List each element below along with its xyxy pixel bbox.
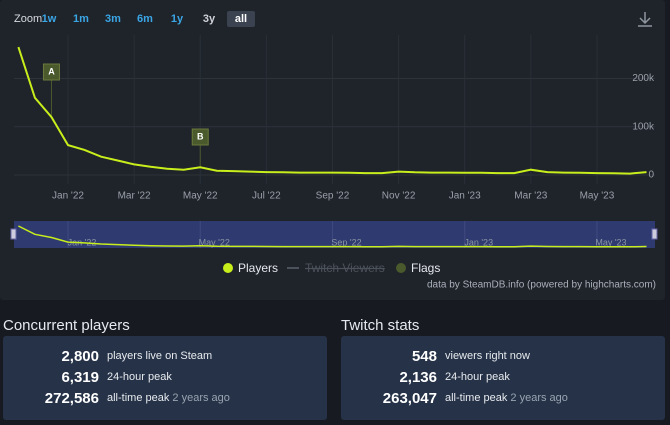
stat-title: Twitch stats (341, 317, 420, 334)
stat-label: 24-hour peak (107, 367, 172, 388)
credit: data by SteamDB.info (powered by highcha… (427, 280, 656, 291)
zoom-button[interactable]: 1m (73, 13, 89, 25)
x-tick-label: Sep '22 (316, 191, 350, 202)
zoom-button[interactable]: 6m (137, 13, 153, 25)
x-tick-label: Jan '23 (449, 191, 481, 202)
x-tick-label: May '22 (183, 191, 218, 202)
legend-marker (223, 263, 233, 273)
stat-label-text: 24-hour peak (107, 371, 172, 383)
stat-row: 272,586 all-time peak 2 years ago (3, 388, 327, 409)
stat-label: players live on Steam (107, 346, 212, 367)
stat-note: 2 years ago (510, 392, 568, 404)
zoom-button[interactable]: all (235, 13, 247, 25)
zoom-button-bg (227, 11, 255, 27)
flag (42, 63, 60, 81)
stat-value: 2,800 (61, 348, 99, 365)
y-tick-label: 0 (648, 170, 654, 181)
zoom-label: Zoom (14, 13, 42, 25)
stat-note: 2 years ago (172, 392, 230, 404)
x-tick-label: May '23 (580, 191, 615, 202)
x-tick-label: Nov '22 (382, 191, 416, 202)
legend-label[interactable]: Twitch Viewers (305, 261, 385, 275)
x-tick-label: Jul '22 (252, 191, 281, 202)
x-tick-label: Jan '22 (52, 191, 84, 202)
stat-row: 548 viewers right now (341, 346, 665, 367)
zoom-button[interactable]: 3y (203, 13, 216, 25)
stat-label-text: players live on Steam (107, 350, 213, 362)
stat-label-text: all-time peak (107, 392, 170, 404)
stat-label-text: viewers right now (445, 350, 530, 362)
stat-label-text: all-time peak (445, 392, 508, 404)
stat-value: 2,136 (399, 369, 437, 386)
legend-label[interactable]: Players (238, 261, 278, 275)
stat-value: 263,047 (382, 390, 437, 407)
legend-marker (396, 263, 406, 273)
zoom-button[interactable]: 3m (105, 13, 121, 25)
legend-label[interactable]: Flags (411, 261, 440, 275)
x-tick-label: Mar '22 (118, 191, 151, 202)
stat-card: 548 viewers right now 2,136 24-hour peak 263… (341, 336, 665, 420)
navigator-label: Jan '23 (464, 237, 493, 247)
stat-label: viewers right now (445, 346, 530, 367)
zoom-button[interactable]: 1w (42, 13, 57, 25)
stat-label: 24-hour peak (445, 367, 510, 388)
stat-row: 6,319 24-hour peak (3, 367, 327, 388)
stat-row: 2,136 24-hour peak (341, 367, 665, 388)
stat-value: 548 (411, 348, 437, 365)
download-icon[interactable] (638, 12, 652, 27)
stat-value: 6,319 (61, 369, 99, 386)
stat-card: 2,800 players live on Steam 6,319 24-hour p… (3, 336, 327, 420)
flag-label: A (48, 66, 55, 76)
navigator-label: May '23 (595, 237, 626, 247)
navigator-window[interactable] (14, 221, 655, 248)
y-tick-label: 200k (632, 73, 655, 84)
navigator-label: May '22 (199, 237, 230, 247)
y-tick-label: 100k (632, 121, 655, 132)
flag-label: B (197, 131, 204, 141)
navigator-handle (651, 228, 658, 240)
stat-label-text: 24-hour peak (445, 371, 510, 383)
stat-value: 272,586 (44, 390, 99, 407)
zoom-button[interactable]: 1y (171, 13, 184, 25)
navigator-handle (10, 228, 17, 240)
stat-label: all-time peak 2 years ago (107, 388, 230, 409)
navigator-label: Sep '22 (331, 237, 361, 247)
stat-row: 263,047 all-time peak 2 years ago (341, 388, 665, 409)
x-tick-label: Mar '23 (514, 191, 547, 202)
navigator-line (18, 225, 647, 248)
chart: Zoom 1w 1m 3m 6m 1y 3y all 0 100k 200k Jan '22 Mar '… (10, 11, 658, 291)
series-line (17, 46, 647, 175)
stat-title: Concurrent players (3, 317, 130, 334)
stat-label: all-time peak 2 years ago (445, 388, 568, 409)
stat-row: 2,800 players live on Steam (3, 346, 327, 367)
flag (191, 128, 209, 146)
